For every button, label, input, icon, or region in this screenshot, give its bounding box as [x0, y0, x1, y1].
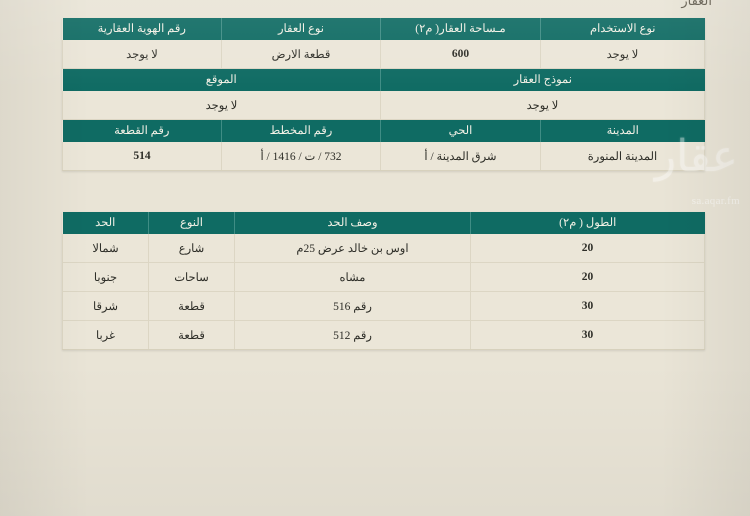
value-property-model: لا يوجد — [380, 91, 705, 120]
header-property-id: رقم الهوية العقارية — [62, 18, 222, 40]
value-usage-type: لا يوجد — [540, 40, 705, 69]
header-limit-length: الطول ( م٢) — [470, 212, 705, 234]
table-row: لا يوجد 600 قطعة الارض لا يوجد — [62, 40, 705, 69]
cell-limit-side: غربا — [62, 320, 149, 350]
table-header-row: الطول ( م٢) وصف الحد النوع الحد — [62, 212, 705, 234]
cell-limit-side: شمالا — [62, 234, 149, 263]
value-location: لا يوجد — [62, 91, 381, 120]
header-property-area: مـساحة العقار( م٢) — [380, 18, 541, 40]
cell-limit-side: شرقا — [62, 291, 149, 321]
header-city: المدينة — [540, 119, 705, 142]
value-plan-number: 732 / ت / 1416 / أ — [221, 142, 381, 171]
header-property-model: نموذج العقار — [380, 68, 705, 91]
value-city: المدينة المنورة — [540, 142, 705, 171]
aqar-watermark-url: sa.aqar.fm — [691, 195, 740, 207]
header-district: الحي — [380, 119, 541, 142]
table-row: 30 رقم 516 قطعة شرقا — [62, 291, 705, 321]
table-row: المدينة المنورة شرق المدينة / أ 732 / ت … — [62, 142, 705, 171]
value-property-type: قطعة الارض — [221, 40, 381, 69]
cell-limit-description: مشاه — [234, 262, 471, 292]
header-property-type: نوع العقار — [221, 18, 381, 40]
clipped-page-heading: العقار — [681, 0, 712, 8]
cell-limit-length: 30 — [470, 291, 705, 321]
cell-limit-length: 30 — [470, 320, 705, 350]
header-usage-type: نوع الاستخدام — [540, 18, 705, 40]
cell-limit-description: رقم 512 — [234, 320, 471, 350]
cell-limit-length: 20 — [470, 262, 705, 292]
property-details-table: نوع الاستخدام مـساحة العقار( م٢) نوع الع… — [62, 18, 705, 171]
header-limit-description: وصف الحد — [234, 212, 471, 234]
cell-limit-length: 20 — [470, 234, 705, 263]
boundaries-table: الطول ( م٢) وصف الحد النوع الحد 20 اوس ب… — [62, 212, 705, 350]
value-property-id: لا يوجد — [62, 40, 222, 69]
table-row: 20 اوس بن خالد عرض 25م شارع شمالا — [62, 234, 705, 263]
value-district: شرق المدينة / أ — [380, 142, 541, 171]
cell-limit-type: قطعة — [148, 291, 235, 321]
value-parcel-number: 514 — [62, 142, 222, 171]
cell-limit-type: شارع — [148, 234, 235, 263]
cell-limit-type: ساحات — [148, 262, 235, 292]
header-limit-type: النوع — [148, 212, 235, 234]
value-property-area: 600 — [380, 40, 541, 69]
table-header-row: نوع الاستخدام مـساحة العقار( م٢) نوع الع… — [62, 18, 705, 40]
header-location: الموقع — [62, 68, 381, 91]
cell-limit-type: قطعة — [148, 320, 235, 350]
header-limit-side: الحد — [62, 212, 149, 234]
header-parcel-number: رقم القطعة — [62, 119, 222, 142]
table-header-row: المدينة الحي رقم المخطط رقم القطعة — [62, 119, 705, 142]
header-plan-number: رقم المخطط — [221, 119, 381, 142]
table-header-row: نموذج العقار الموقع — [62, 68, 705, 91]
table-row: لا يوجد لا يوجد — [62, 91, 705, 120]
cell-limit-description: رقم 516 — [234, 291, 471, 321]
table-row: 20 مشاه ساحات جنوبا — [62, 262, 705, 292]
cell-limit-description: اوس بن خالد عرض 25م — [234, 234, 471, 263]
table-row: 30 رقم 512 قطعة غربا — [62, 320, 705, 350]
cell-limit-side: جنوبا — [62, 262, 149, 292]
